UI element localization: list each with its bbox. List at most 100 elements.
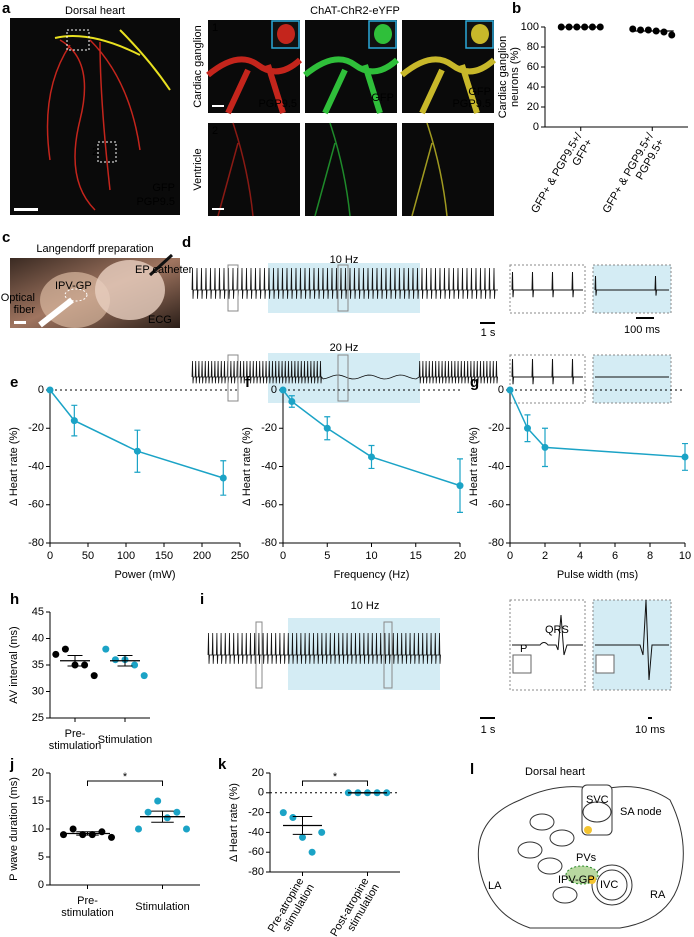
point <box>288 397 296 405</box>
panel-letter: a <box>2 0 11 17</box>
y-tick-label: -40 <box>28 460 44 472</box>
x-tick-label: 15 <box>410 550 422 562</box>
vessels <box>46 39 141 211</box>
zoom-window <box>255 621 263 689</box>
label: ECG <box>148 314 172 326</box>
y-tick-label: -40 <box>488 460 504 472</box>
significance: * <box>123 771 128 783</box>
label: IPV-GP <box>558 874 595 886</box>
y-tick-label: 20 <box>527 101 539 113</box>
panel-letter: g <box>470 374 479 391</box>
roi-box <box>97 141 117 163</box>
ecg-trace <box>191 267 498 299</box>
y-tick-label: 40 <box>527 81 539 93</box>
error-bar <box>76 831 99 836</box>
point <box>111 656 119 664</box>
point <box>183 825 190 833</box>
ecg-zoom <box>594 275 669 296</box>
x-tick-label: 10 <box>679 550 691 562</box>
series-line <box>509 389 686 458</box>
error-bar <box>151 810 174 823</box>
y-axis-label: Δ Heart rate (%) <box>8 427 20 506</box>
x-tick-label: 250 <box>231 550 249 562</box>
y-axis-label: Δ Heart rate (%) <box>228 783 240 862</box>
significance-bracket <box>302 780 368 786</box>
y-tick-label: 20 <box>252 767 264 779</box>
inset-box <box>595 654 615 674</box>
label: SVC <box>586 794 609 806</box>
zoom-box <box>592 264 672 314</box>
y-tick-label: -20 <box>488 422 504 434</box>
microscopy-tile <box>402 123 494 216</box>
label: LA <box>488 880 502 892</box>
y-axis-label: Δ Heart rate (%) <box>241 427 253 506</box>
x-tick-label: 8 <box>647 550 653 562</box>
point <box>135 825 142 833</box>
point <box>308 848 316 856</box>
x-tick-label: Pre-stimulation <box>49 728 102 752</box>
ecg-trace <box>207 632 441 664</box>
point <box>154 797 162 805</box>
ecg-zoom <box>511 358 583 385</box>
y-axis-label: P wave duration (ms) <box>8 777 20 881</box>
label: 1 <box>212 22 218 34</box>
y-axis-label: AV interval (ms) <box>8 626 20 703</box>
label: QRS <box>545 624 569 636</box>
fibers <box>217 122 254 217</box>
point <box>163 814 171 822</box>
inset-box <box>512 654 532 674</box>
scale-bar <box>212 105 224 107</box>
point <box>506 386 514 394</box>
point <box>144 808 152 816</box>
label: SA node <box>620 806 662 818</box>
y-tick-label: 0 <box>498 384 504 396</box>
y-tick-label: -80 <box>248 866 264 878</box>
x-tick-label: 0 <box>507 550 513 562</box>
roi-box <box>66 29 90 51</box>
point <box>660 28 668 36</box>
point <box>368 453 375 461</box>
x-tick-label: Pre-stimulation <box>61 895 114 919</box>
label: Dorsal heart <box>65 5 125 17</box>
ecg-zoom <box>595 599 669 681</box>
point <box>133 447 141 455</box>
fibers <box>411 122 448 217</box>
point <box>90 672 98 680</box>
row-label: Cardiac ganglion <box>192 25 204 108</box>
panel-letter: i <box>200 591 204 608</box>
ecg-trace <box>191 360 498 384</box>
y-tick-label: 35 <box>32 659 44 671</box>
x-tick-label: 0 <box>280 550 286 562</box>
point <box>456 482 464 490</box>
point <box>681 453 689 461</box>
y-tick-label: 0 <box>258 787 264 799</box>
inset-cell <box>471 24 489 44</box>
y-tick-label: 40 <box>32 632 44 644</box>
point <box>219 474 227 482</box>
point <box>61 645 69 653</box>
panel-letter: b <box>512 0 521 17</box>
label: PGP9.5 <box>258 98 297 110</box>
label: P <box>520 643 527 655</box>
ecg-zoom <box>511 271 583 298</box>
label: GFP <box>152 182 175 194</box>
point <box>69 825 77 833</box>
label: GFP <box>468 86 491 98</box>
panel-letter: c <box>2 229 10 246</box>
label: 10 ms <box>635 724 665 736</box>
label: Dorsal heart <box>525 766 585 778</box>
x-tick-label: GFP+ & PGP9.5+/GFP+ <box>529 130 596 221</box>
point <box>60 831 67 839</box>
significance-bracket <box>87 780 163 786</box>
point <box>140 672 148 680</box>
error-bar <box>292 816 313 835</box>
x-tick-label: Stimulation <box>135 901 189 913</box>
point <box>98 828 106 836</box>
significance: * <box>333 771 338 783</box>
label: PVs <box>576 852 597 864</box>
label: Optical fiber <box>1 292 36 316</box>
zoom-box <box>592 354 672 404</box>
point <box>323 424 331 432</box>
y-tick-label: 20 <box>32 767 44 779</box>
point <box>637 26 645 34</box>
